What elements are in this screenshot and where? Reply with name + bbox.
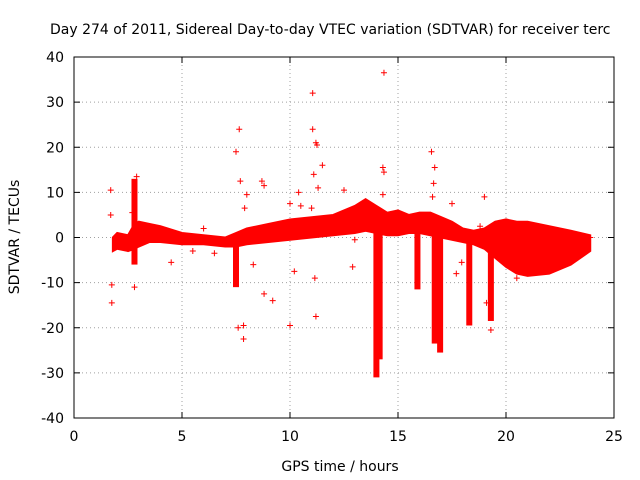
data-point xyxy=(513,275,520,282)
data-point xyxy=(379,164,386,171)
x-axis-label: GPS time / hours xyxy=(281,459,398,475)
dense-spike xyxy=(437,223,444,353)
data-point xyxy=(107,187,114,194)
chart-title: Day 274 of 2011, Sidereal Day-to-day VTE… xyxy=(50,22,610,38)
y-tick-label: -20 xyxy=(41,321,64,337)
data-point xyxy=(310,171,317,178)
data-point xyxy=(240,322,247,329)
data-point xyxy=(131,284,138,291)
data-point xyxy=(477,223,484,230)
data-point xyxy=(453,270,460,277)
data-point xyxy=(250,261,257,268)
data-point xyxy=(107,211,114,218)
y-axis-label: SDTVAR / TECUs xyxy=(7,180,23,295)
y-tick-label: 30 xyxy=(46,95,64,111)
data-point xyxy=(297,202,304,209)
y-tick-label: -10 xyxy=(41,276,64,292)
data-point xyxy=(261,182,268,189)
data-point xyxy=(295,189,302,196)
data-point xyxy=(379,191,386,198)
data-point xyxy=(287,322,293,329)
data-point xyxy=(129,209,136,216)
x-tick-label: 5 xyxy=(178,429,187,445)
data-point xyxy=(235,324,242,331)
dense-spike xyxy=(131,178,138,265)
x-tick-label: 0 xyxy=(70,429,79,445)
dense-spike xyxy=(466,232,473,326)
data-point xyxy=(236,126,243,133)
data-point xyxy=(349,263,356,270)
x-axis: 0 5 10 15 20 25 xyxy=(70,57,623,445)
data-point xyxy=(430,180,437,187)
data-point xyxy=(309,90,316,97)
data-point xyxy=(269,297,276,304)
x-tick-label: 25 xyxy=(605,429,623,445)
dense-data-spikes xyxy=(131,178,494,378)
data-point xyxy=(189,248,196,255)
dense-spike xyxy=(487,235,494,321)
data-point xyxy=(258,178,265,185)
dense-spike xyxy=(414,228,421,290)
outlier-points xyxy=(107,69,594,343)
x-tick-label: 15 xyxy=(389,429,407,445)
data-point xyxy=(483,299,490,306)
data-point xyxy=(429,193,436,200)
data-point xyxy=(449,200,455,207)
data-point xyxy=(108,281,115,288)
data-point xyxy=(380,69,387,76)
data-point xyxy=(312,313,319,320)
y-tick-label: 40 xyxy=(46,50,64,66)
y-tick-label: 10 xyxy=(46,185,64,201)
y-tick-label: -40 xyxy=(41,411,64,427)
data-point xyxy=(108,299,115,306)
data-point xyxy=(237,178,244,185)
data-point xyxy=(241,205,248,212)
data-point xyxy=(587,234,594,241)
data-point xyxy=(233,148,239,155)
data-point xyxy=(578,243,585,250)
data-point xyxy=(487,327,494,334)
y-tick-label: 20 xyxy=(46,140,64,156)
y-axis: -40 -30 -20 -10 0 10 20 30 40 xyxy=(41,50,614,427)
dense-band xyxy=(111,197,592,277)
data-point xyxy=(243,191,250,198)
data-point xyxy=(458,259,465,266)
data-point xyxy=(428,148,435,155)
data-point xyxy=(431,164,438,171)
data-point xyxy=(314,141,320,148)
data-point xyxy=(240,336,247,343)
data-point xyxy=(481,193,488,200)
x-tick-label: 20 xyxy=(497,429,515,445)
data-point xyxy=(315,184,322,191)
data-point xyxy=(211,250,218,257)
data-point xyxy=(341,187,347,194)
data-point xyxy=(291,268,298,275)
data-point xyxy=(200,225,207,232)
data-point xyxy=(287,200,293,207)
dense-spike xyxy=(376,223,383,360)
dense-spike xyxy=(233,242,239,288)
data-point xyxy=(380,169,387,176)
data-point xyxy=(309,126,316,133)
data-point xyxy=(311,275,318,282)
data-point xyxy=(319,162,326,169)
data-point xyxy=(546,261,553,268)
dense-spike xyxy=(431,223,438,344)
data-point xyxy=(133,173,140,180)
x-tick-label: 10 xyxy=(281,429,299,445)
y-tick-label: 0 xyxy=(55,231,64,247)
y-tick-label: -30 xyxy=(41,366,64,382)
data-point xyxy=(261,290,268,297)
dense-data-band xyxy=(111,197,592,277)
dense-spike xyxy=(373,228,380,378)
data-point xyxy=(308,205,315,212)
data-point xyxy=(351,236,358,243)
data-point xyxy=(168,259,175,266)
